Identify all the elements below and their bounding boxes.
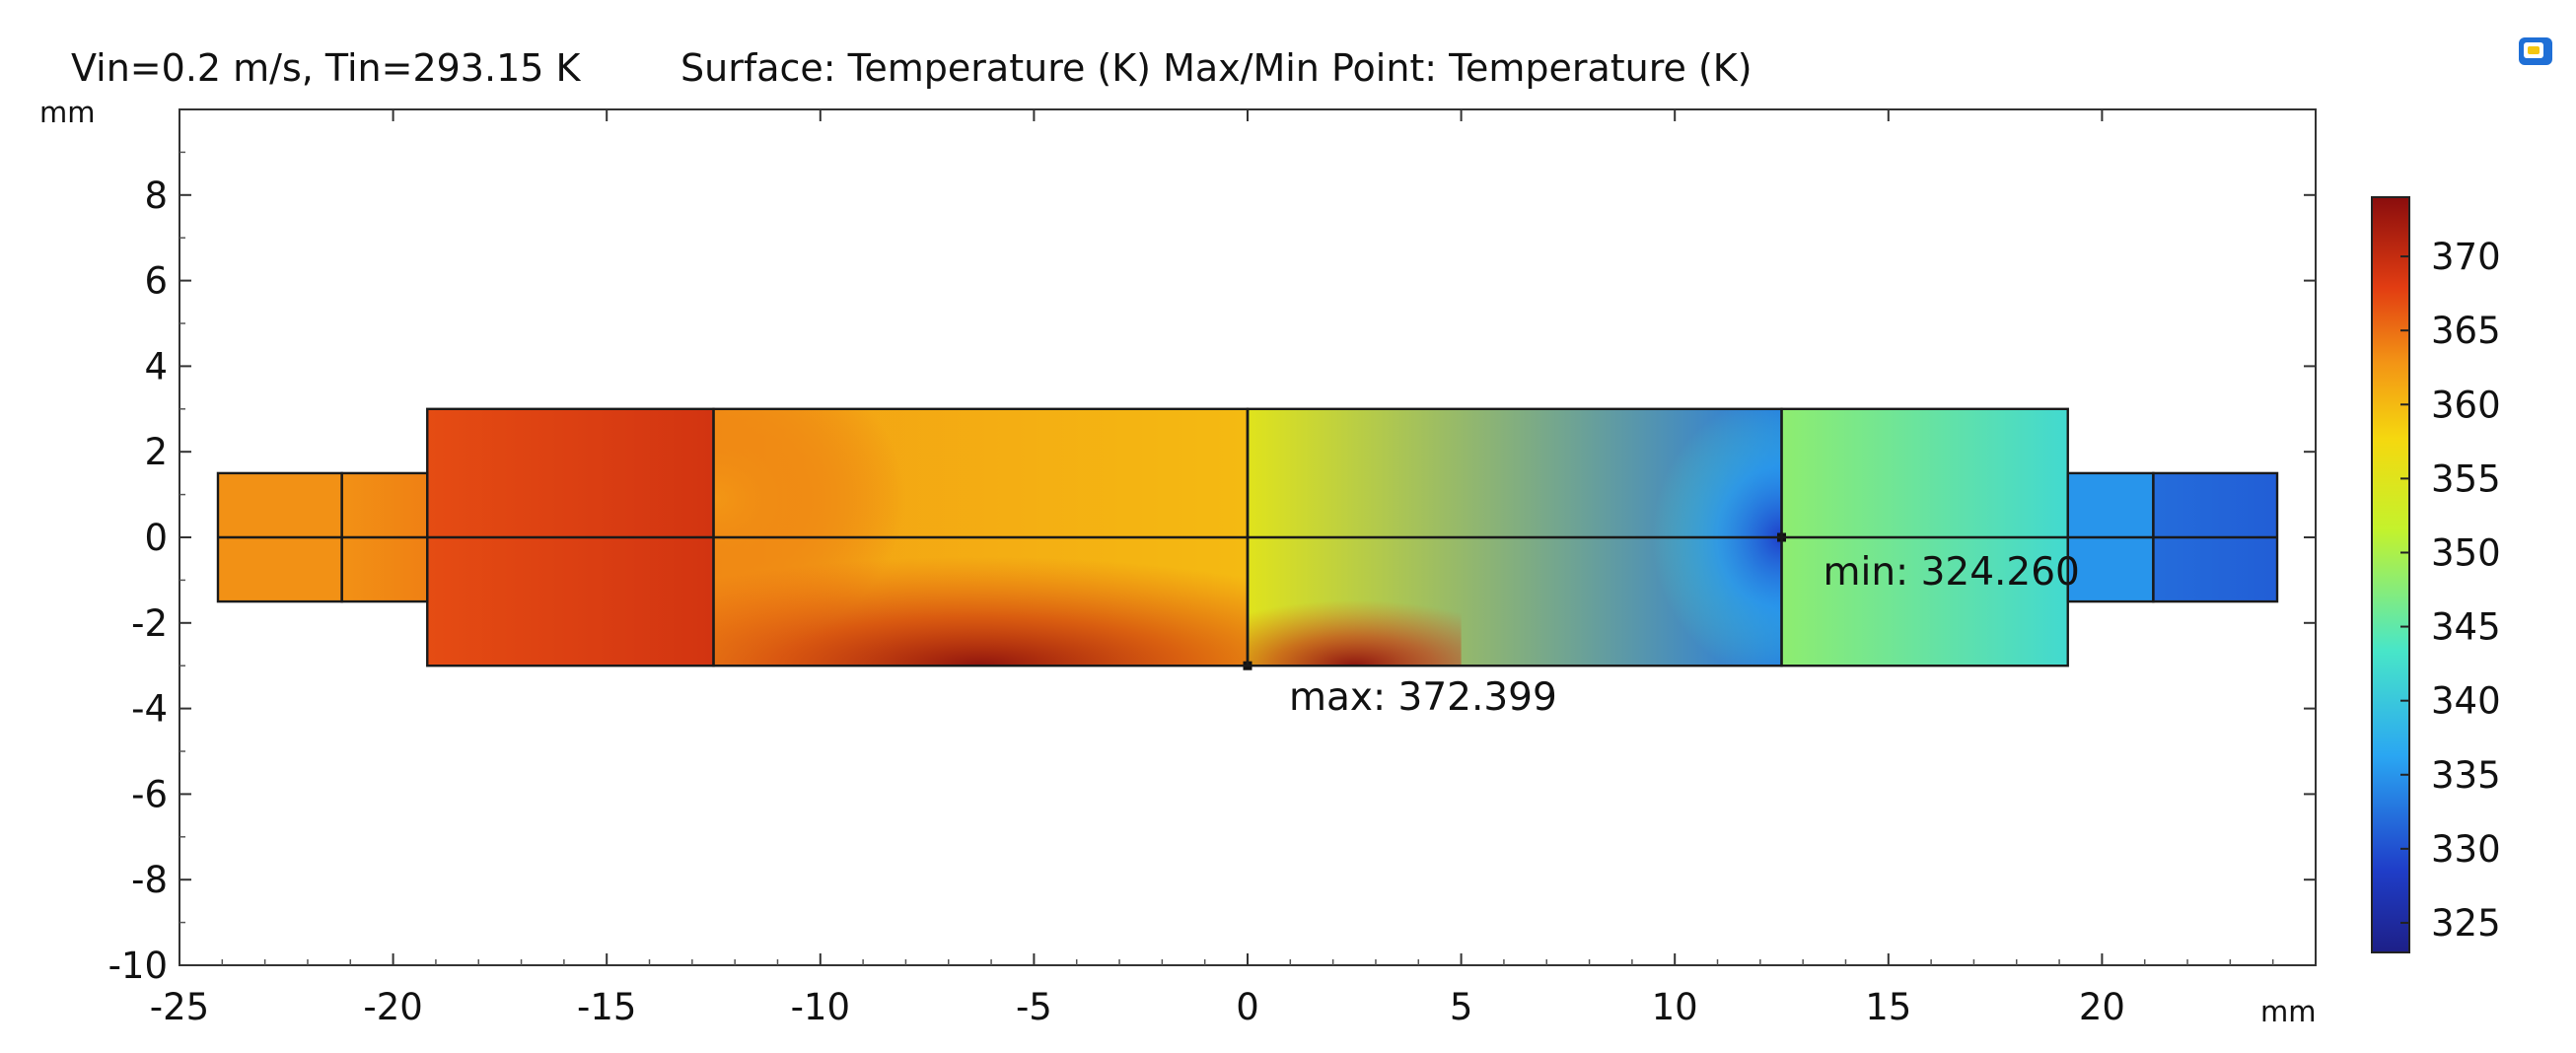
- colorbar-tick-label: 330: [2431, 828, 2501, 871]
- y-axis: -10 -8 -6 -4 -2 0 2 4 6 8: [108, 151, 2316, 987]
- colorbar: 325 330 335 340 345 350 355 360 365 370: [2371, 196, 2501, 953]
- colorbar-ticks: 325 330 335 340 345 350 355 360 365 370: [2400, 236, 2501, 945]
- plot-subtitle: Surface: Temperature (K) Max/Min Point: …: [680, 46, 1753, 90]
- colorbar-tick-label: 340: [2431, 680, 2501, 723]
- geometry-edges: [216, 407, 2279, 667]
- colorbar-tick-label: 335: [2431, 754, 2501, 797]
- x-axis: -25 -20 -15 -10 -5 0 5 10 15 20: [150, 109, 2274, 1028]
- x-tick-label: -20: [363, 986, 422, 1028]
- x-tick-label: 0: [1236, 986, 1259, 1028]
- y-tick-label: -2: [131, 602, 168, 645]
- y-tick-label: -4: [131, 688, 168, 731]
- x-tick-label: 5: [1450, 986, 1473, 1028]
- y-tick-label: -10: [108, 945, 168, 987]
- min-label: min: 324.260: [1824, 550, 2080, 595]
- colorbar-tick-label: 360: [2431, 384, 2501, 426]
- x-tick-label: -15: [577, 986, 636, 1028]
- y-tick-label: -8: [131, 859, 168, 901]
- x-tick-label: 10: [1652, 986, 1698, 1028]
- colorbar-tick-label: 365: [2431, 310, 2501, 352]
- y-tick-label: 8: [144, 175, 168, 217]
- y-tick-label: 4: [144, 345, 168, 387]
- comsol-logo-icon[interactable]: [2519, 37, 2552, 65]
- plot-title: Vin=0.2 m/s, Tin=293.15 K: [71, 46, 581, 90]
- max-label: max: 372.399: [1289, 675, 1557, 720]
- colorbar-tick-label: 355: [2431, 457, 2501, 500]
- y-tick-label: 2: [144, 431, 168, 473]
- x-tick-label: 15: [1865, 986, 1911, 1028]
- y-tick-label: -6: [131, 773, 168, 815]
- x-tick-label: -10: [791, 986, 850, 1028]
- y-tick-label: 6: [144, 260, 168, 303]
- x-tick-label: 20: [2079, 986, 2125, 1028]
- max-min-annotations: max: 372.399 min: 324.260: [1243, 532, 2080, 720]
- x-tick-label: -25: [150, 986, 209, 1028]
- colorbar-tick-label: 325: [2431, 902, 2501, 945]
- x-tick-label: -5: [1016, 986, 1052, 1028]
- colorbar-tick-label: 350: [2431, 531, 2501, 574]
- colorbar-tick-label: 370: [2431, 236, 2501, 278]
- colorbar-gradient: [2371, 196, 2410, 953]
- x-axis-unit: mm: [2260, 995, 2317, 1028]
- y-tick-label: 0: [144, 517, 168, 559]
- y-axis-unit: mm: [39, 96, 96, 129]
- colorbar-tick-label: 345: [2431, 606, 2501, 649]
- hot-zone-extension: [1248, 589, 1462, 667]
